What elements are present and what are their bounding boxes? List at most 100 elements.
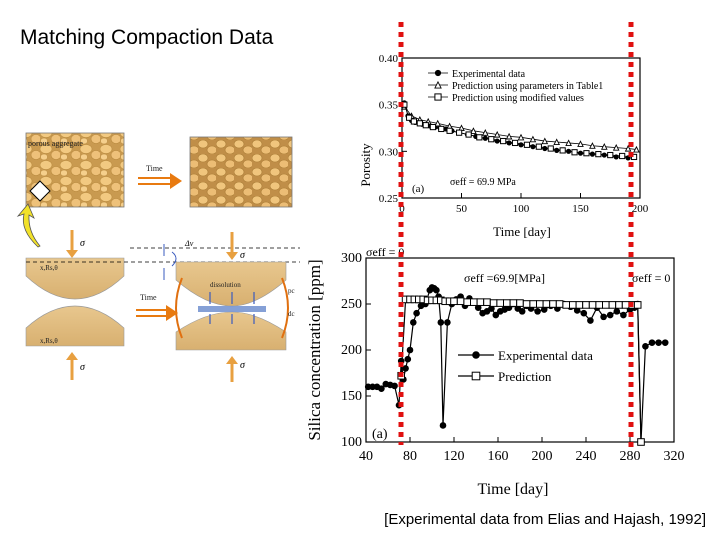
porosity-point bbox=[577, 150, 584, 156]
silica-point bbox=[620, 311, 627, 319]
sigma-bottom-left: σ bbox=[80, 362, 86, 373]
porosity-legend-marker bbox=[434, 80, 442, 89]
porosity-series-line bbox=[404, 106, 637, 150]
silica-point bbox=[456, 297, 465, 306]
porosity-point bbox=[559, 147, 566, 154]
silica-point bbox=[406, 346, 414, 354]
silica-point bbox=[397, 357, 405, 365]
porosity-point bbox=[523, 141, 531, 148]
porosity-point bbox=[511, 139, 519, 147]
porosity-point bbox=[422, 122, 429, 129]
porosity-point bbox=[600, 143, 608, 150]
porosity-point bbox=[547, 145, 554, 152]
porosity-point bbox=[583, 150, 590, 157]
porosity-legend-marker bbox=[434, 93, 442, 101]
porosity-point bbox=[456, 129, 463, 136]
stress-arrow-up-icon bbox=[66, 352, 78, 360]
silica-xtick-label: 200 bbox=[532, 449, 553, 464]
silica-point bbox=[450, 297, 458, 306]
silica-point bbox=[395, 401, 403, 409]
porosity-legend-2: Prediction using modified values bbox=[452, 93, 584, 104]
silica-point bbox=[522, 300, 531, 308]
silica-point bbox=[642, 343, 649, 350]
porosity-point bbox=[529, 135, 537, 143]
silica-point bbox=[404, 355, 412, 363]
silica-xtick-label: 280 bbox=[620, 449, 641, 464]
silica-point bbox=[549, 300, 557, 308]
porosity-point bbox=[476, 134, 483, 141]
porosity-point bbox=[406, 114, 413, 121]
silica-point bbox=[573, 307, 581, 314]
silica-legend-0: Experimental data bbox=[498, 348, 593, 363]
silica-point bbox=[637, 438, 645, 446]
porosity-point bbox=[542, 145, 548, 152]
silica-point bbox=[608, 301, 617, 309]
silica-xtick-label: 80 bbox=[403, 449, 417, 464]
porosity-point bbox=[589, 151, 595, 157]
porous-aggregate-label: porous aggregate bbox=[28, 139, 83, 148]
silica-point bbox=[516, 299, 524, 307]
silica-xtick-label: 120 bbox=[444, 449, 465, 464]
silica-legend-1: Prediction bbox=[498, 369, 552, 384]
silica-xtick-label: 40 bbox=[359, 449, 373, 464]
porosity-annotation: σeff = 69.9 MPa bbox=[450, 177, 516, 188]
silica-point bbox=[534, 308, 541, 315]
grain-b-label: x,Rs,θ bbox=[40, 337, 58, 345]
porosity-point bbox=[553, 138, 561, 146]
silica-point bbox=[615, 301, 623, 309]
silica-point bbox=[470, 298, 478, 306]
porosity-xtick-label: 50 bbox=[456, 203, 468, 215]
silica-point bbox=[648, 339, 656, 346]
silica-point bbox=[439, 422, 447, 429]
porosity-ylabel: Porosity bbox=[358, 143, 373, 187]
silica-point bbox=[562, 301, 570, 309]
silica-ytick-label: 100 bbox=[341, 435, 362, 450]
silica-point bbox=[600, 313, 607, 321]
porosity-point bbox=[630, 153, 638, 161]
porosity-point bbox=[595, 151, 602, 158]
silica-point bbox=[529, 300, 537, 308]
porosity-point bbox=[633, 145, 640, 153]
silica-point bbox=[587, 317, 594, 324]
silica-xtick-label: 160 bbox=[488, 449, 509, 464]
porosity-point bbox=[506, 140, 512, 146]
dissolution-label: dissolution bbox=[210, 281, 241, 289]
porosity-point bbox=[577, 140, 584, 147]
silica-point bbox=[391, 382, 398, 390]
dissolution-zone bbox=[198, 306, 266, 312]
silica-point bbox=[575, 301, 584, 309]
porosity-point bbox=[470, 127, 477, 134]
porosity-point bbox=[530, 144, 536, 150]
porosity-point bbox=[535, 143, 542, 150]
silica-point bbox=[433, 286, 440, 294]
porosity-ytick-label: 0.35 bbox=[379, 100, 399, 112]
silica-point bbox=[633, 301, 642, 309]
time-label-bottom: Time bbox=[140, 293, 157, 302]
silica-point bbox=[518, 308, 526, 315]
time-arrow-icon bbox=[170, 173, 182, 189]
silica-point bbox=[397, 371, 406, 380]
porosity-point bbox=[438, 125, 445, 133]
porosity-point bbox=[488, 136, 495, 143]
silica-point bbox=[580, 309, 588, 317]
porosity-ytick-label: 0.40 bbox=[379, 53, 399, 65]
porosity-point bbox=[601, 152, 607, 158]
silica-point bbox=[613, 308, 621, 315]
porosity-point bbox=[410, 118, 418, 125]
silica-xtick-label: 320 bbox=[664, 449, 685, 464]
grain-a-label: x,Rs,θ bbox=[40, 264, 58, 272]
porosity-point bbox=[571, 149, 578, 156]
silica-point bbox=[602, 301, 610, 309]
silica-point bbox=[569, 301, 577, 309]
porosity-xtick-label: 100 bbox=[513, 203, 530, 215]
silica-point bbox=[555, 300, 564, 308]
porosity-point bbox=[429, 123, 437, 131]
silica-point bbox=[410, 319, 417, 326]
silica-ylabel: Silica concentration [ppm] bbox=[305, 259, 324, 440]
porosity-point bbox=[434, 119, 442, 127]
silica-xlabel: Time [day] bbox=[478, 481, 549, 498]
porosity-point bbox=[541, 137, 549, 145]
porosity-point bbox=[554, 147, 560, 153]
delta-v-label: Δv bbox=[184, 239, 194, 248]
